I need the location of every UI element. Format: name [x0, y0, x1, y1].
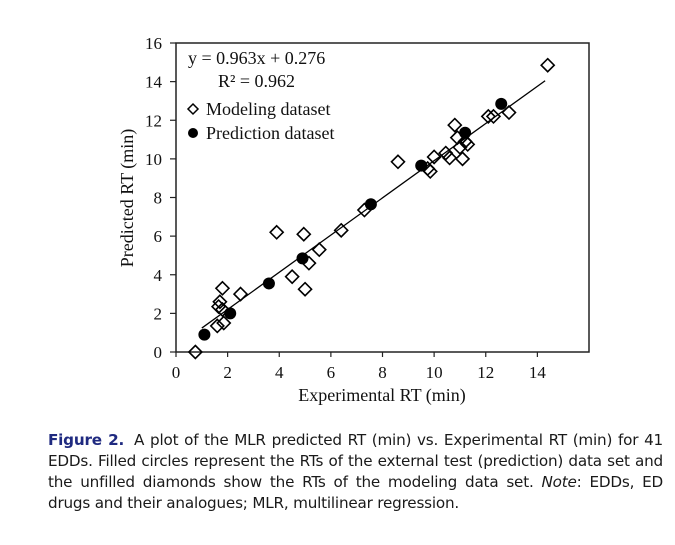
y-tick-label: 4	[154, 266, 163, 285]
caption-text-1: A plot of the MLR predicted RT (min) vs.…	[48, 431, 663, 491]
modeling-point	[232, 286, 249, 302]
y-axis-title: Predicted RT (min)	[117, 129, 138, 268]
modeling-point	[501, 104, 517, 121]
x-tick-label: 14	[529, 363, 547, 382]
r-squared: R² = 0.962	[218, 71, 295, 91]
x-axis-title: Experimental RT (min)	[298, 385, 466, 406]
modeling-point	[441, 150, 458, 166]
y-tick-label: 14	[145, 73, 163, 92]
prediction-point	[262, 277, 275, 290]
regression-equation: y = 0.963x + 0.276	[188, 48, 325, 68]
legend-label-prediction: Prediction dataset	[206, 123, 334, 143]
modeling-point	[460, 136, 476, 153]
caption-text-2: : EDDs, ED drugs and their analogues; ML…	[48, 473, 663, 512]
x-tick-label: 10	[426, 363, 443, 382]
x-tick-label: 4	[275, 363, 284, 382]
modeling-point	[214, 280, 231, 296]
legend-circle-icon	[188, 128, 198, 138]
modeling-point	[390, 154, 406, 170]
y-tick-label: 8	[154, 189, 163, 208]
modeling-point	[214, 301, 231, 318]
modeling-point	[296, 226, 312, 242]
x-tick-label: 6	[327, 363, 336, 382]
modeling-point	[426, 149, 442, 165]
prediction-point	[224, 307, 237, 320]
modeling-point	[269, 224, 285, 240]
y-tick-label: 2	[154, 304, 163, 323]
modeling-point	[447, 117, 463, 133]
modeling-point	[454, 151, 471, 167]
modeling-point	[333, 222, 349, 238]
x-tick-label: 12	[477, 363, 494, 382]
x-tick-label: 2	[223, 363, 232, 382]
prediction-point	[296, 252, 309, 265]
scatter-chart: 0 2 4 6 8 10 12 14 0 2 4 6 8 10 12 14 16 y = 0.963x + 0…	[117, 34, 590, 406]
modeling-point	[212, 294, 228, 310]
figure-caption: Figure 2. A plot of the MLR predicted RT …	[48, 430, 663, 514]
y-tick-label: 12	[145, 111, 162, 130]
y-tick-label: 6	[154, 227, 163, 246]
modeling-point	[187, 344, 203, 360]
modeling-point	[485, 108, 502, 125]
data-points	[187, 57, 556, 360]
caption-note-label: Note	[541, 473, 577, 491]
legend: y = 0.963x + 0.276 R² = 0.962 Modeling d…	[186, 48, 334, 143]
modeling-point	[480, 108, 496, 125]
y-tick-label: 10	[145, 150, 162, 169]
prediction-point	[495, 97, 508, 110]
x-tick-label: 0	[172, 363, 181, 382]
prediction-point	[459, 126, 472, 139]
prediction-point	[364, 198, 377, 211]
modeling-point	[209, 318, 225, 334]
y-tick-label: 16	[145, 34, 162, 53]
modeling-point	[540, 57, 556, 73]
modeling-point	[297, 281, 313, 297]
x-axis: 0 2 4 6 8 10 12 14	[172, 352, 547, 382]
figure-label: Figure 2.	[48, 431, 125, 449]
modeling-point	[216, 315, 232, 331]
legend-diamond-icon	[186, 102, 200, 116]
modeling-point	[452, 139, 468, 155]
legend-label-modeling: Modeling dataset	[206, 99, 330, 119]
x-tick-label: 8	[378, 363, 387, 382]
modeling-point	[284, 269, 300, 285]
prediction-point	[198, 328, 211, 341]
prediction-point	[415, 159, 428, 172]
y-tick-label: 0	[154, 343, 163, 362]
y-axis: 0 2 4 6 8 10 12 14 16	[145, 34, 176, 362]
modeling-point	[311, 242, 327, 258]
